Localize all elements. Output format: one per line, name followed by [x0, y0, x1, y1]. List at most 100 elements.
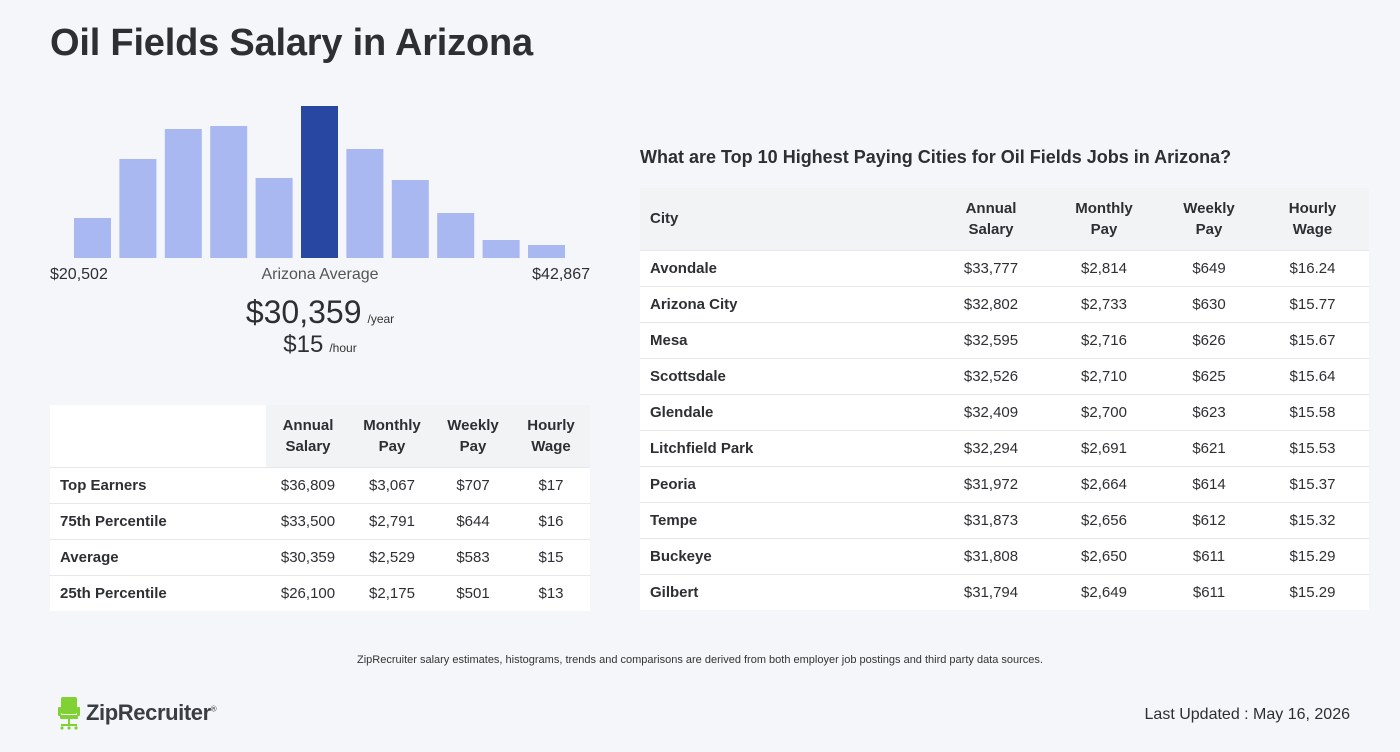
table-cell: $36,809	[266, 466, 350, 503]
table-cell: $2,529	[350, 538, 434, 575]
row-label: 75th Percentile	[50, 502, 266, 539]
table-cell: $611	[1162, 573, 1256, 610]
table-cell: $612	[1162, 501, 1256, 538]
histogram-average-label: Arizona Average	[261, 266, 379, 283]
table-cell: $583	[434, 538, 512, 575]
table-row: Avondale $33,777 $2,814 $649 $16.24	[640, 249, 1369, 286]
table-cell: $31,873	[936, 501, 1046, 538]
table-row: Gilbert $31,794 $2,649 $611 $15.29	[640, 573, 1369, 610]
table-cell: $32,409	[936, 393, 1046, 430]
average-annual-salary: $30,359/year	[50, 294, 590, 331]
table-cell: $15.32	[1256, 501, 1369, 538]
table-cell: $15	[512, 538, 590, 575]
ziprecruiter-logo[interactable]: ZipRecruiter®	[58, 696, 217, 730]
table-cell: $501	[434, 574, 512, 611]
table-cell: $630	[1162, 285, 1256, 322]
table-cell: $15.58	[1256, 393, 1369, 430]
top-cities-heading: What are Top 10 Highest Paying Cities fo…	[640, 147, 1232, 167]
table-cell: $32,595	[936, 321, 1046, 358]
table-row: 25th Percentile $26,100 $2,175 $501 $13	[50, 574, 590, 611]
table-cell: $33,777	[936, 249, 1046, 286]
last-updated: Last Updated : May 16, 2026	[1144, 706, 1350, 723]
table-cell: $3,067	[350, 466, 434, 503]
row-label: Top Earners	[50, 466, 266, 503]
header-weekly-pay: Weekly Pay	[1162, 188, 1256, 250]
table-cell: $625	[1162, 357, 1256, 394]
histogram-bar	[346, 149, 384, 258]
table-cell: $31,808	[936, 537, 1046, 574]
table-cell: $2,664	[1046, 465, 1162, 502]
table-cell: $30,359	[266, 538, 350, 575]
table-row: Average $30,359 $2,529 $583 $15	[50, 538, 590, 575]
histogram-bar	[528, 245, 565, 258]
table-cell: $2,716	[1046, 321, 1162, 358]
city-name: Glendale	[640, 393, 936, 430]
table-cell: $13	[512, 574, 590, 611]
table-cell: $649	[1162, 249, 1256, 286]
percentile-table: Annual Salary Monthly Pay Weekly Pay Hourly…	[50, 405, 590, 611]
average-hourly-value: $15	[283, 331, 324, 358]
percentile-table-header: Annual Salary Monthly Pay Weekly Pay Hourly…	[50, 405, 590, 467]
table-cell: $15.53	[1256, 429, 1369, 466]
header-annual-salary: Annual Salary	[936, 188, 1046, 250]
average-annual-unit: /year	[367, 312, 395, 326]
ziprecruiter-chair-icon	[58, 697, 80, 730]
city-table-header: City Annual Salary Monthly Pay Weekly Pay H…	[640, 188, 1369, 250]
blank-header-cell	[50, 405, 266, 467]
table-cell: $2,175	[350, 574, 434, 611]
table-cell: $2,814	[1046, 249, 1162, 286]
city-name: Buckeye	[640, 537, 936, 574]
table-cell: $15.67	[1256, 321, 1369, 358]
table-cell: $16.24	[1256, 249, 1369, 286]
table-cell: $644	[434, 502, 512, 539]
table-cell: $32,294	[936, 429, 1046, 466]
table-cell: $2,700	[1046, 393, 1162, 430]
histogram-bar	[164, 129, 202, 258]
city-name: Mesa	[640, 321, 936, 358]
histogram-bar	[210, 126, 248, 258]
table-cell: $15.64	[1256, 357, 1369, 394]
table-row: Litchfield Park $32,294 $2,691 $621 $15.53	[640, 429, 1369, 466]
histogram-bar	[74, 218, 111, 258]
histogram-bar	[391, 180, 429, 258]
table-cell: $16	[512, 502, 590, 539]
row-label: 25th Percentile	[50, 574, 266, 611]
city-name: Arizona City	[640, 285, 936, 322]
histogram-min-label: $20,502	[50, 266, 108, 283]
page-title: Oil Fields Salary in Arizona	[50, 22, 533, 64]
table-cell: $623	[1162, 393, 1256, 430]
table-row: 75th Percentile $33,500 $2,791 $644 $16	[50, 502, 590, 539]
histogram-bar	[255, 178, 293, 258]
table-row: Glendale $32,409 $2,700 $623 $15.58	[640, 393, 1369, 430]
table-cell: $31,972	[936, 465, 1046, 502]
table-row: Tempe $31,873 $2,656 $612 $15.32	[640, 501, 1369, 538]
histogram-bar	[482, 240, 520, 258]
ziprecruiter-wordmark: ZipRecruiter®	[86, 700, 217, 725]
histogram-bar	[119, 159, 157, 258]
average-annual-value: $30,359	[245, 294, 362, 330]
header-weekly-pay: Weekly Pay	[434, 405, 512, 467]
table-cell: $32,802	[936, 285, 1046, 322]
table-cell: $626	[1162, 321, 1256, 358]
city-name: Peoria	[640, 465, 936, 502]
header-hourly-wage: Hourly Wage	[1256, 188, 1369, 250]
table-row: Top Earners $36,809 $3,067 $707 $17	[50, 466, 590, 503]
city-name: Litchfield Park	[640, 429, 936, 466]
table-cell: $707	[434, 466, 512, 503]
table-cell: $2,691	[1046, 429, 1162, 466]
city-name: Tempe	[640, 501, 936, 538]
histogram-range-labels: $20,502 Arizona Average $42,867	[50, 266, 590, 286]
row-label: Average	[50, 538, 266, 575]
histogram-chart	[74, 106, 565, 258]
header-hourly-wage: Hourly Wage	[512, 405, 590, 467]
table-cell: $2,649	[1046, 573, 1162, 610]
header-monthly-pay: Monthly Pay	[1046, 188, 1162, 250]
table-cell: $621	[1162, 429, 1256, 466]
table-cell: $2,733	[1046, 285, 1162, 322]
table-cell: $614	[1162, 465, 1256, 502]
top-cities-table: City Annual Salary Monthly Pay Weekly Pay H…	[640, 188, 1369, 610]
header-annual-salary: Annual Salary	[266, 405, 350, 467]
table-cell: $15.29	[1256, 537, 1369, 574]
table-row: Buckeye $31,808 $2,650 $611 $15.29	[640, 537, 1369, 574]
table-cell: $2,656	[1046, 501, 1162, 538]
